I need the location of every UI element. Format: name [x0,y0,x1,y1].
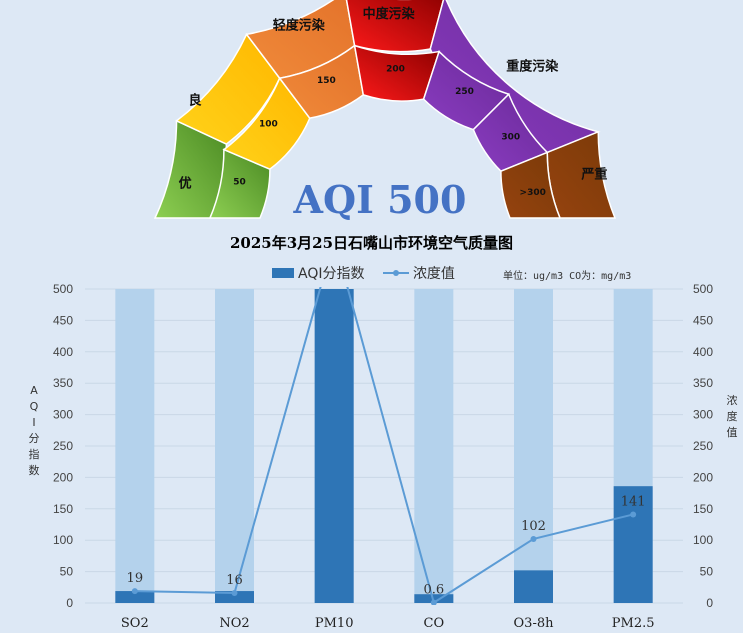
chart-legend: AQI分指数 浓度值 [272,263,469,283]
concentration-line-group [131,287,637,605]
gauge-threshold-label: 250 [455,87,474,97]
y-axis-left-title-char: 数 [28,464,40,477]
y-tick-left: 400 [53,345,73,359]
concentration-data-label: 16 [226,573,243,588]
concentration-point [630,511,637,518]
legend-line-swatch [382,268,409,278]
gauge-category-label: 严重 [580,167,607,183]
gauge-category-label: 轻度污染 [273,17,326,33]
background-bar [115,289,155,603]
concentration-data-label: 102 [521,519,546,534]
aqi-bar [314,289,354,603]
gauge-threshold-label: >300 [520,188,546,198]
units-note: 单位：ug/m3 CO为：mg/m3 [503,271,632,282]
y-tick-right: 150 [693,502,713,516]
y-tick-right: 350 [693,376,713,390]
legend-label-aqi: AQI分指数 [298,266,365,282]
y-tick-left: 150 [53,502,73,516]
y-tick-left: 250 [53,439,73,453]
y-tick-right: 0 [706,596,713,610]
concentration-data-label: 141 [621,494,646,509]
concentration-data-label: 0.6 [423,583,444,598]
concentration-point [231,589,238,596]
gauge-threshold-label: 300 [501,132,520,142]
y-tick-right: 200 [693,470,713,484]
legend-item-concentration: 浓度值 [382,263,455,283]
x-tick-label: O3-8h [514,616,555,631]
y-tick-right: 500 [693,282,713,296]
y-tick-right: 450 [693,313,713,327]
legend-bar-swatch [272,268,294,278]
legend-label-concentration: 浓度值 [412,266,455,282]
background-bar [215,289,254,603]
y-tick-left: 450 [53,313,73,327]
y-axis-right-title: 浓度值 [725,393,739,441]
x-tick-label: SO2 [121,616,149,631]
x-tick-label: PM10 [315,616,354,631]
gauge-threshold-label: 50 [233,178,246,188]
aqi-bar [414,594,454,603]
y-tick-right: 250 [693,439,713,453]
y-tick-right: 50 [700,565,714,579]
background-bar [514,289,553,603]
aqi-bar [115,591,155,603]
x-tick-label: CO [424,616,445,631]
gauge-threshold-label: 100 [259,120,278,130]
y-tick-left: 0 [66,596,73,610]
gauge-threshold-label: 200 [386,64,405,74]
gauge-inner-segment [500,151,562,219]
concentration-point [430,599,437,605]
legend-item-aqi: AQI分指数 [272,263,364,283]
background-bar [414,289,454,603]
concentration-point [131,588,138,595]
gauge-category-label: 良 [189,92,202,108]
aqi-value: AQI 500 [293,177,467,222]
y-tick-left: 200 [53,470,73,484]
y-tick-left: 100 [53,533,73,547]
y-axis-right-title-char: 值 [726,426,738,439]
y-tick-right: 300 [693,408,713,422]
y-tick-left: 300 [53,408,73,422]
gauge-category-label: 中度污染 [363,6,416,22]
y-axis-right-title-char: 度 [726,410,738,423]
concentration-point [530,535,537,542]
aqi-bar [215,591,254,603]
gauge-category-label: 优 [179,176,192,192]
y-tick-right: 400 [693,345,713,359]
y-tick-left: 500 [53,282,73,296]
x-tick-label: NO2 [219,616,249,631]
gauge-threshold-label: 150 [317,76,336,86]
y-axis-left-title-char: A [30,384,38,397]
y-axis-right-title-char: 浓 [726,394,738,407]
aqi-bar [514,570,553,603]
gauge-category-label: 重度污染 [506,58,559,74]
x-tick-label: PM2.5 [612,616,655,631]
y-tick-left: 50 [60,565,74,579]
y-axis-left-title-char: Q [29,400,39,413]
y-axis-left-title-char: 分 [28,432,40,445]
y-axis-left-title-char: 指 [28,448,40,461]
y-axis-left-title-char: I [32,416,36,429]
y-tick-right: 100 [693,533,713,547]
aqi-bar [613,486,653,603]
concentration-line [134,287,634,605]
chart-title: 2025年3月25日石嘴山市环境空气质量图 [229,234,514,252]
concentration-data-label: 19 [127,571,144,586]
y-tick-left: 350 [53,376,73,390]
